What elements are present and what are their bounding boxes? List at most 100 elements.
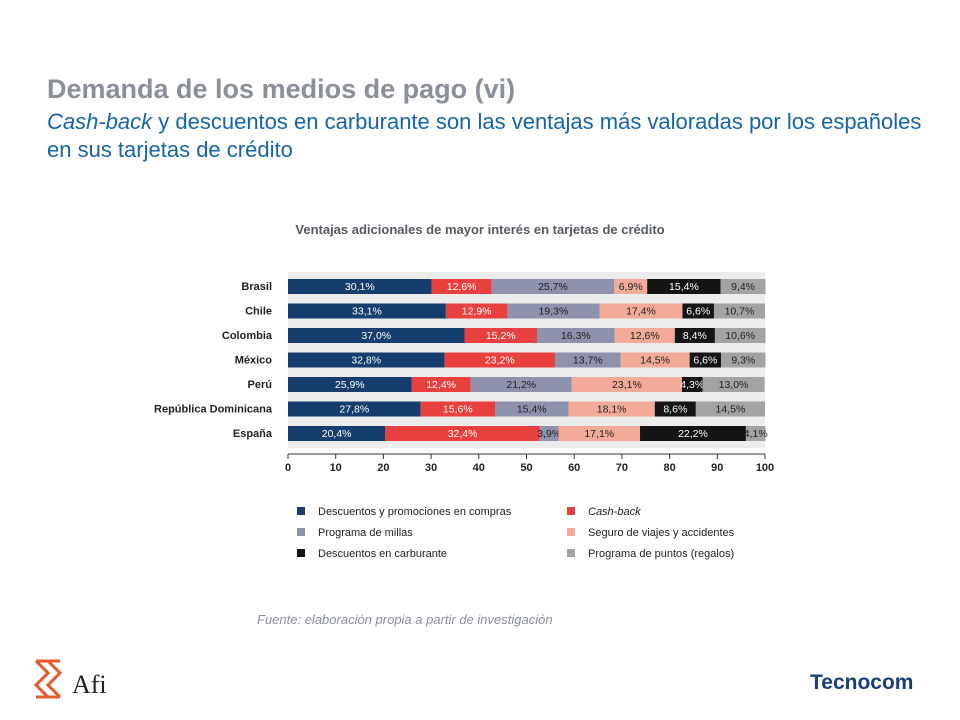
data-label: 14,5% bbox=[716, 404, 746, 416]
data-label: 10,6% bbox=[725, 330, 755, 342]
data-label: 27,8% bbox=[339, 404, 369, 416]
bar-segment bbox=[288, 328, 465, 343]
data-label: 13,0% bbox=[719, 379, 749, 391]
data-label: 12,6% bbox=[630, 330, 660, 342]
data-label: 8,4% bbox=[683, 330, 707, 342]
data-label: 9,4% bbox=[731, 281, 755, 293]
data-label: 3,9% bbox=[537, 428, 561, 440]
category-label: Colombia bbox=[222, 330, 273, 342]
x-tick-label: 60 bbox=[568, 462, 580, 474]
x-tick-label: 80 bbox=[663, 462, 675, 474]
bar-segment bbox=[714, 328, 766, 343]
legend-swatch bbox=[297, 528, 305, 536]
data-label: 15,2% bbox=[486, 330, 516, 342]
x-tick-label: 40 bbox=[473, 462, 485, 474]
data-label: 30,1% bbox=[345, 281, 375, 293]
subtitle-text: y descuentos en carburante son las venta… bbox=[47, 109, 922, 162]
tecnocom-logo: Tecnocom bbox=[810, 671, 914, 694]
bar-segment bbox=[288, 426, 386, 441]
bar-segment bbox=[702, 377, 765, 392]
data-label: 6,6% bbox=[693, 355, 717, 367]
bar-segment bbox=[495, 401, 569, 417]
data-label: 15,6% bbox=[443, 404, 473, 416]
bar-segment bbox=[431, 279, 492, 294]
bar-segment bbox=[536, 328, 615, 343]
data-label: 20,4% bbox=[322, 428, 352, 440]
category-label: México bbox=[235, 355, 273, 367]
data-label: 22,2% bbox=[678, 428, 708, 440]
x-tick-label: 10 bbox=[330, 462, 342, 474]
bar-segment bbox=[288, 303, 446, 319]
data-label: 18,1% bbox=[597, 404, 627, 416]
bar-segment bbox=[674, 328, 715, 343]
category-label: Perú bbox=[248, 379, 272, 391]
data-label: 12,6% bbox=[447, 281, 477, 293]
data-label: 15,4% bbox=[669, 281, 699, 293]
data-label: 12,9% bbox=[462, 306, 492, 318]
bar-segment bbox=[411, 377, 471, 392]
source-note: Fuente: elaboración propia a partir de i… bbox=[257, 612, 553, 627]
legend-swatch bbox=[297, 507, 305, 515]
data-label: 21,2% bbox=[506, 379, 536, 391]
bar-segment bbox=[288, 401, 421, 417]
x-tick-label: 90 bbox=[711, 462, 723, 474]
legend-label: Seguro de viajes y accidentes bbox=[588, 527, 735, 539]
bar-segment bbox=[558, 426, 641, 441]
category-label: Chile bbox=[245, 306, 272, 318]
data-label: 17,4% bbox=[626, 306, 656, 318]
bar-segment bbox=[720, 279, 766, 294]
data-label: 33,1% bbox=[352, 306, 382, 318]
bar-segment bbox=[682, 303, 714, 319]
bar-segment bbox=[539, 426, 559, 441]
data-label: 16,3% bbox=[561, 330, 591, 342]
bar-segment bbox=[445, 303, 508, 319]
bar-segment bbox=[444, 352, 556, 368]
bar-segment bbox=[695, 401, 765, 417]
bar-segment bbox=[568, 401, 655, 417]
data-label: 15,4% bbox=[517, 404, 547, 416]
x-tick-label: 20 bbox=[377, 462, 389, 474]
legend-label: Cash-back bbox=[588, 506, 641, 518]
legend-label: Programa de millas bbox=[318, 527, 413, 539]
data-label: 10,7% bbox=[725, 306, 755, 318]
data-label: 6,6% bbox=[686, 306, 710, 318]
category-label: España bbox=[233, 428, 273, 440]
bar-segment bbox=[555, 352, 621, 368]
bar-segment bbox=[713, 303, 765, 319]
data-label: 32,8% bbox=[351, 355, 381, 367]
bar-segment bbox=[491, 279, 615, 294]
bar-segment bbox=[654, 401, 696, 417]
subtitle-italic: Cash-back bbox=[47, 109, 153, 134]
bar-segment bbox=[614, 328, 675, 343]
chart-title: Ventajas adicionales de mayor interés en… bbox=[295, 222, 665, 237]
bar-segment bbox=[464, 328, 537, 343]
bar-segment bbox=[507, 303, 600, 319]
bar-segment bbox=[571, 377, 683, 392]
x-tick-label: 0 bbox=[285, 462, 291, 474]
data-label: 25,7% bbox=[538, 281, 568, 293]
data-label: 14,5% bbox=[640, 355, 670, 367]
afi-logo: Afi bbox=[33, 659, 107, 699]
x-tick-label: 30 bbox=[425, 462, 437, 474]
x-tick-label: 50 bbox=[520, 462, 532, 474]
bar-segment bbox=[721, 352, 766, 368]
bar-segment bbox=[620, 352, 690, 368]
page-subtitle: Cash-back y descuentos en carburante son… bbox=[47, 108, 927, 164]
bar-segment bbox=[689, 352, 722, 368]
page-title: Demanda de los medios de pago (vi) bbox=[47, 74, 516, 104]
data-label: 13,7% bbox=[573, 355, 603, 367]
bar-segment bbox=[420, 401, 496, 417]
data-label: 19,3% bbox=[539, 306, 569, 318]
data-label: 4,3% bbox=[680, 379, 704, 391]
bar-segment bbox=[288, 279, 432, 294]
legend-label: Descuentos y promociones en compras bbox=[318, 506, 512, 518]
data-label: 23,2% bbox=[485, 355, 515, 367]
category-label: Brasil bbox=[241, 281, 272, 293]
x-tick-label: 100 bbox=[756, 462, 774, 474]
bar-segment bbox=[385, 426, 540, 441]
legend-label: Descuentos en carburante bbox=[318, 548, 447, 560]
legend-swatch bbox=[567, 549, 575, 557]
data-label: 4,1% bbox=[744, 428, 768, 440]
data-label: 23,1% bbox=[612, 379, 642, 391]
bar-segment bbox=[682, 377, 703, 392]
